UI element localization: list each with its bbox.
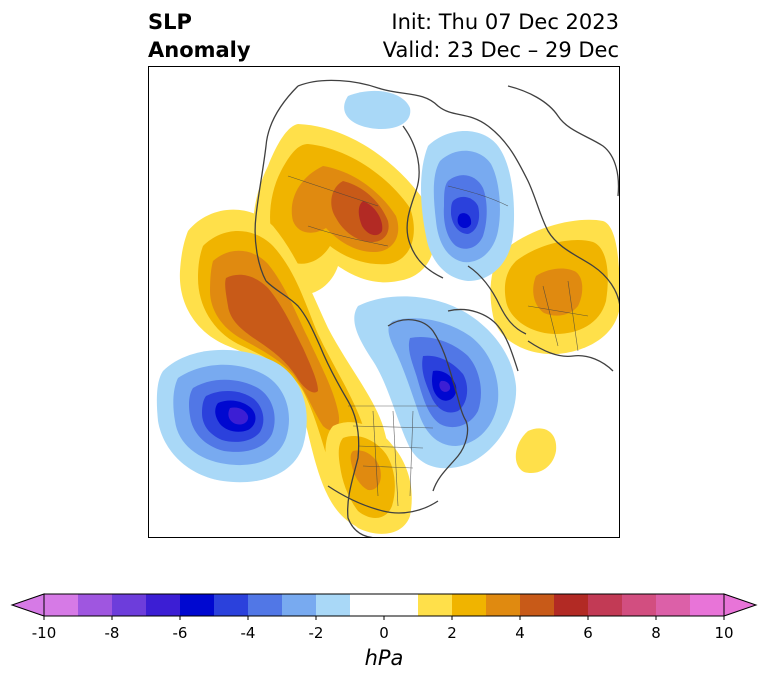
colorbar-segment [44,594,79,616]
colorbar-tick-label: -2 [308,624,324,642]
colorbar-tick-label: 8 [651,624,661,642]
colorbar-tick-label: -10 [31,624,57,642]
colorbar-unit-label: hPa [364,646,404,670]
variable-name: SLP [148,10,192,34]
colorbar-segment [350,594,385,616]
valid-range: Valid: 23 Dec – 29 Dec [382,38,619,62]
colorbar-segment [690,594,725,616]
colorbar-segment [622,594,657,616]
colorbar-extend-min [10,593,45,617]
anomaly-low-arctic [344,90,411,130]
anomaly-low-eastern-canada [354,296,517,469]
colorbar-segment [452,594,487,616]
variable-type: Anomaly [148,38,251,62]
colorbar-tick-label: 0 [379,624,389,642]
colorbar-tick-label: 2 [447,624,457,642]
colorbar-segment [78,594,113,616]
anomaly-low-north-pacific [156,349,307,483]
colorbar-segment [282,594,317,616]
anomaly-high-siberia [253,124,435,296]
anomaly-low-barents [421,131,515,281]
colorbar-segment [180,594,215,616]
colorbar-segment [588,594,623,616]
colorbar-segment [656,594,691,616]
forecast-dates: Init: Thu 07 Dec 2023 Valid: 23 Dec – 29… [383,8,619,64]
init-date: Init: Thu 07 Dec 2023 [391,10,619,34]
colorbar-segment [316,594,351,616]
colorbar-segment [214,594,249,616]
colorbar-segment [384,594,419,616]
coastlines [254,79,620,538]
map-canvas [148,66,620,538]
colorbar-segment [248,594,283,616]
colorbar-segment [146,594,181,616]
colorbar-segment [486,594,521,616]
colorbar-tick-label: -8 [104,624,120,642]
colorbar-tick-label: -6 [172,624,188,642]
colorbar-extend-max [723,593,758,617]
colorbar-segment [554,594,589,616]
colorbar-tick-label: 10 [714,624,734,642]
colorbar-tick-label: 4 [515,624,525,642]
anomaly-high-europe [490,219,620,355]
colorbar-segment [418,594,453,616]
colorbar-segment [112,594,147,616]
colorbar-tick-label: 6 [583,624,593,642]
colorbar-svg [10,593,758,620]
colorbar-tick-label: -4 [240,624,256,642]
anomaly-map [148,66,620,538]
political-borders [287,175,589,507]
colorbar-segment [520,594,555,616]
map-title: SLP Anomaly [148,8,251,64]
map-border [148,66,620,538]
colorbar [10,590,758,620]
anomaly-high-atlantic [515,428,557,474]
anomaly-high-north-america [325,422,412,534]
colorbar-tick-labels: -10 -8 -6 -4 -2 0 2 4 6 8 10 [0,624,768,644]
